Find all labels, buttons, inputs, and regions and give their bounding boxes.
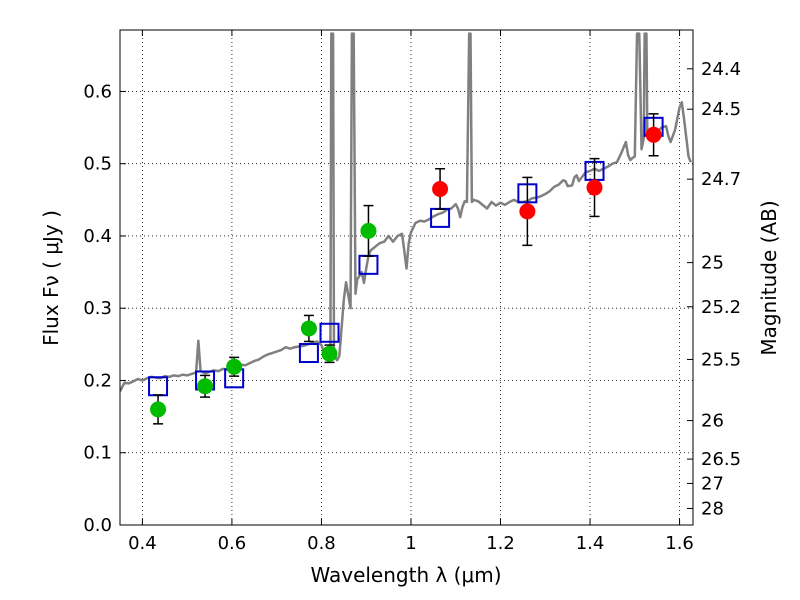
tick-labels: 0.4 0.6 0.8 1 1.2 1.4 1.6 0.0 0.1 0.2 0.3 0.4 0.5 0.6…: [83, 59, 741, 554]
observed_nir-point: [645, 126, 662, 143]
y-tick-label: 0.4: [83, 226, 112, 247]
x-tick-label: 0.4: [128, 533, 157, 554]
x-tick-label: 1: [405, 533, 416, 554]
y2-tick-label: 25.5: [701, 349, 741, 370]
plot-clipped-layer: [120, 32, 692, 425]
x-tick-label: 0.8: [307, 533, 336, 554]
y2-tick-label: 25.2: [701, 297, 741, 318]
y-tick-label: 0.0: [83, 515, 112, 536]
observed_optical-point: [150, 401, 167, 418]
grid-lines: [120, 30, 693, 526]
axes-frame: [119, 29, 694, 526]
model-band-square: [319, 322, 340, 343]
x-tick-label: 1.4: [576, 533, 605, 554]
y2-tick-label: 24.5: [701, 99, 741, 120]
y2-axis-title: Magnitude (AB): [757, 200, 781, 355]
y-tick-label: 0.5: [83, 154, 112, 175]
axis-ticks: [120, 30, 693, 526]
y-tick-label: 0.1: [83, 443, 112, 464]
observed_optical-point: [226, 358, 243, 375]
observed_nir-point: [519, 203, 536, 220]
y2-tick-label: 24.7: [701, 169, 741, 190]
y-tick-label: 0.6: [83, 81, 112, 102]
y2-tick-label: 24.4: [701, 59, 741, 80]
y-axis-title: Flux Fν ( μJy ): [39, 210, 63, 346]
y2-tick-label: 26: [701, 411, 724, 432]
y2-tick-label: 28: [701, 498, 724, 519]
plot-area: [120, 32, 692, 425]
y2-tick-label: 25: [701, 253, 724, 274]
observed_optical-point: [321, 345, 338, 362]
observed_nir-point: [432, 180, 449, 197]
y-tick-label: 0.3: [83, 298, 112, 319]
observed_nir-point: [586, 179, 603, 196]
y2-tick-label: 27: [701, 473, 724, 494]
x-tick-label: 1.2: [486, 533, 515, 554]
model-band-square: [298, 343, 319, 364]
x-tick-label: 0.6: [218, 533, 247, 554]
x-tick-label: 1.6: [665, 533, 694, 554]
y2-tick-label: 26.5: [701, 449, 741, 470]
observed_optical-point: [300, 320, 317, 337]
observed_optical-point: [360, 222, 377, 239]
observed_optical-point: [197, 378, 214, 395]
x-axis-title: Wavelength λ (μm): [310, 563, 501, 587]
y-tick-label: 0.2: [83, 370, 112, 391]
